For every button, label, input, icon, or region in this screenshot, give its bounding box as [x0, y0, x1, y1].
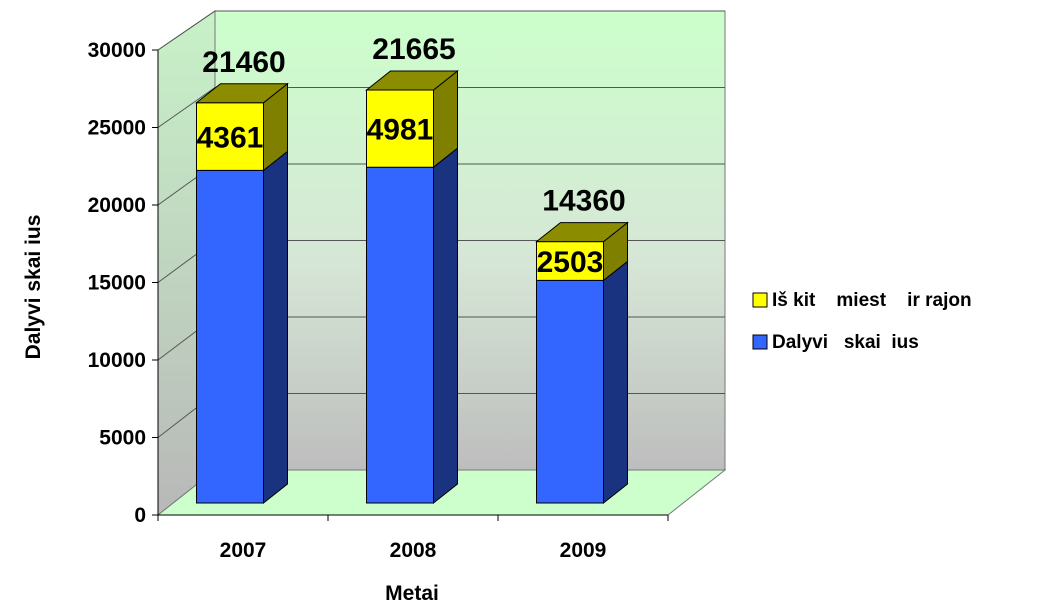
y-tick-label: 20000	[88, 194, 146, 217]
bars	[195, 69, 629, 505]
total-data-label: 21665	[372, 33, 455, 66]
data-labels: 4361 21460 4981 21665 2503 14360	[197, 33, 626, 279]
legend: Iš kit miest ir rajon Dalyvi skai ius	[752, 290, 972, 353]
y-tick-label: 10000	[88, 349, 146, 372]
bar-participants-front	[196, 169, 264, 504]
bar-top	[535, 222, 629, 243]
segment-data-label: 4981	[367, 114, 434, 147]
y-tick-label: 15000	[88, 272, 146, 295]
x-axis-title: Metai	[385, 582, 439, 605]
x-ticks: 2007 2008 2009	[157, 515, 669, 562]
y-tick-label: 25000	[88, 117, 146, 140]
bar-top	[195, 83, 289, 104]
bar-participants-side	[263, 150, 288, 505]
bar-participants-side	[433, 147, 458, 505]
y-ticks: 0 5000 10000 15000 20000 25000 30000	[88, 39, 158, 527]
total-data-label: 14360	[542, 185, 625, 218]
x-tick-label: 2008	[390, 539, 437, 562]
legend-label-other-cities: Iš kit miest ir rajon	[772, 290, 972, 311]
gridline	[157, 10, 725, 51]
bar-participants-front	[536, 279, 604, 504]
y-tick-label: 5000	[99, 427, 146, 450]
bar-participants-front	[366, 166, 434, 504]
legend-swatch-participants	[752, 334, 768, 350]
segment-data-label: 2503	[537, 246, 604, 279]
y-tick-label: 30000	[88, 39, 146, 62]
bar-participants-side	[603, 260, 628, 505]
segment-data-label: 4361	[197, 122, 264, 155]
x-tick-label: 2007	[220, 539, 267, 562]
bar-top	[365, 70, 459, 91]
y-tick-label: 0	[134, 504, 146, 527]
legend-label-participants: Dalyvi skai ius	[772, 332, 919, 353]
legend-swatch-other-cities	[752, 292, 768, 308]
total-data-label: 21460	[202, 46, 285, 79]
x-tick-label: 2009	[560, 539, 607, 562]
y-axis-title: Dalyvi skai ius	[22, 215, 45, 360]
